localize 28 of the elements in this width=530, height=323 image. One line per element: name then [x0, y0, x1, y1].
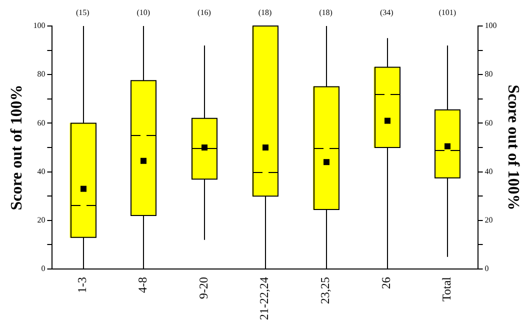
x-tick-label: 1-3 [74, 277, 89, 294]
x-tick-label: Total [440, 276, 454, 302]
y2-axis-title: Score out of 100% [504, 84, 522, 210]
y-tick-label: 0 [41, 264, 46, 274]
text: (15) [76, 8, 90, 18]
text: (101) [438, 8, 456, 18]
text: (10) [136, 8, 150, 18]
y2-tick-label: 20 [484, 215, 493, 224]
x-tick-label: 4-8 [136, 277, 150, 294]
y2-tick-label: 40 [484, 166, 493, 176]
y-tick-label: 60 [37, 118, 46, 128]
y-tick-label: 40 [37, 166, 46, 176]
text: (18) [258, 8, 272, 18]
y-tick-label: 20 [37, 215, 46, 224]
text: (34) [380, 8, 394, 18]
text: (16) [198, 8, 212, 18]
text: (18) [319, 8, 333, 18]
x-tick-label: 26 [378, 277, 393, 290]
y-tick-label: 100 [33, 21, 46, 30]
x-tick-label: 23,25 [318, 277, 332, 304]
x-tick-label: 9-20 [196, 277, 210, 300]
y2-tick-label: 80 [484, 70, 493, 79]
y-axis-title: Score out of 100% [8, 84, 26, 210]
y2-tick-label: 60 [484, 118, 493, 128]
y2-tick-label: 100 [484, 21, 497, 30]
x-tick-label: 21-22,24 [257, 277, 272, 320]
y2-tick-label: 0 [484, 264, 489, 274]
y-tick-label: 80 [37, 70, 46, 79]
